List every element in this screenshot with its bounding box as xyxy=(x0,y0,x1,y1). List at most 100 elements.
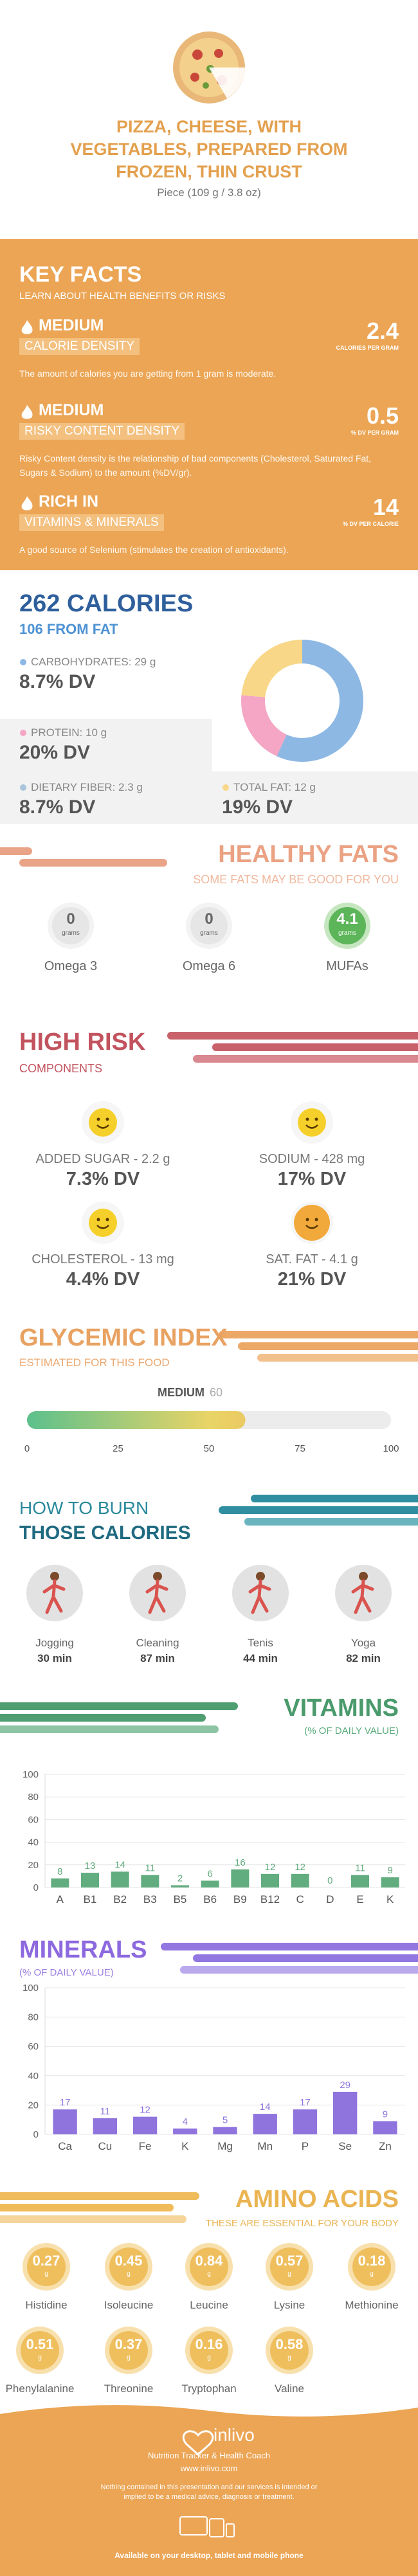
fact-name: VITAMINS & MINERALS xyxy=(19,514,164,531)
mouth xyxy=(96,1225,109,1229)
risk-label: CHOLESTEROL - 13 mg xyxy=(32,1252,174,1266)
amino-circle xyxy=(348,2243,395,2291)
fat-name: Omega 6 xyxy=(182,959,236,973)
x-tick-label: C xyxy=(296,1893,304,1905)
y-tick-label: 80 xyxy=(28,2012,39,2023)
nutrient-label: DIETARY FIBER: 2.3 g xyxy=(31,781,143,793)
stripe xyxy=(219,1331,418,1338)
stripe xyxy=(0,1702,238,1710)
amino-circle xyxy=(266,2327,313,2374)
circle xyxy=(329,907,366,944)
body xyxy=(42,1579,66,1614)
y-tick-label: 40 xyxy=(28,1837,39,1848)
fact-level: MEDIUM xyxy=(39,316,104,334)
y-tick-label: 80 xyxy=(28,1792,39,1803)
nutrient-dv: 8.7% DV xyxy=(19,671,96,692)
glycemic-bar xyxy=(27,1411,246,1429)
stripe xyxy=(0,847,32,855)
circle xyxy=(270,2331,309,2370)
x-tick-label: Se xyxy=(338,2140,352,2152)
risk-dv: 17% DV xyxy=(277,1169,347,1189)
fact-text: The amount of calories you are getting f… xyxy=(19,368,277,379)
bar xyxy=(173,2128,197,2134)
minerals-chart: 0 20 40 60 80 100 Ca 17 Cu 11 Fe 12 K 4 Mg 5 Mn 14 P 17 Se 29… xyxy=(23,1983,405,2152)
face xyxy=(298,1108,326,1137)
y-tick-label: 20 xyxy=(28,2100,39,2111)
bar xyxy=(201,1880,219,1887)
row-bg xyxy=(0,719,212,771)
x-tick-label: K xyxy=(181,2140,189,2152)
risk-label: ADDED SUGAR - 2.2 g xyxy=(35,1152,170,1166)
head xyxy=(50,1572,59,1581)
amino-unit: g xyxy=(44,2271,48,2278)
amino-unit: g xyxy=(127,2354,131,2361)
head xyxy=(256,1572,265,1581)
glycemic-level: MEDIUM xyxy=(158,1386,204,1399)
x-tick-label: B6 xyxy=(203,1893,217,1905)
bar xyxy=(141,1875,159,1887)
fact-unit: CALORIES PER GRAM xyxy=(336,345,399,351)
x-tick-label: 0 xyxy=(24,1443,30,1454)
risk-label: SODIUM - 428 mg xyxy=(259,1152,365,1166)
y-tick-label: 0 xyxy=(33,1882,39,1893)
activity-name: Yoga xyxy=(350,1637,376,1649)
dot xyxy=(20,730,26,736)
fat-unit: grams xyxy=(338,930,356,937)
value-label: 11 xyxy=(100,2106,111,2117)
stripe xyxy=(19,859,167,867)
y-tick-label: 40 xyxy=(28,2071,39,2082)
eye xyxy=(105,1218,109,1221)
bar xyxy=(132,2116,158,2134)
x-tick-label: Mg xyxy=(217,2140,233,2152)
fact-level: RICH IN xyxy=(39,492,99,510)
circle xyxy=(27,2247,66,2286)
y-tick-label: 60 xyxy=(28,1814,39,1825)
amino-unit: g xyxy=(287,2271,291,2278)
x-tick-label: 100 xyxy=(383,1443,399,1454)
vitamins-subtitle: (% OF DAILY VALUE) xyxy=(304,1725,399,1736)
stripe xyxy=(167,1032,418,1040)
high-risk-title: HIGH RISK xyxy=(19,1029,146,1056)
nutrient-label: TOTAL FAT: 12 g xyxy=(233,781,316,793)
amino-unit: g xyxy=(38,2354,42,2361)
x-tick-label: E xyxy=(356,1893,363,1905)
bar xyxy=(51,1878,69,1887)
x-tick-label: Cu xyxy=(98,2140,112,2152)
value-label: 17 xyxy=(300,2097,311,2108)
fact-value: 2.4 xyxy=(366,318,399,344)
stripe xyxy=(193,1055,418,1063)
eye xyxy=(314,1218,318,1221)
value-label: 9 xyxy=(387,1865,392,1876)
healthy-fats-title: HEALTHY FATS xyxy=(218,841,399,868)
legend-dot xyxy=(20,659,26,665)
donut xyxy=(241,640,363,762)
nutrient-dv: 20% DV xyxy=(19,742,91,763)
glycemic-title: GLYCEMIC INDEX xyxy=(19,1324,228,1351)
amino-circle xyxy=(266,2243,313,2291)
stripe xyxy=(0,2215,186,2223)
value-label: 8 xyxy=(57,1866,62,1877)
calories-subtitle: 106 FROM FAT xyxy=(19,621,118,637)
y-tick-label: 60 xyxy=(28,2041,39,2052)
amino-unit: g xyxy=(127,2271,131,2278)
amino-name: Methionine xyxy=(345,2299,399,2311)
value-label: 5 xyxy=(223,2115,228,2126)
bar xyxy=(53,2109,77,2134)
tagline: Nutrition Tracker & Health Coach xyxy=(147,2451,271,2460)
amino-unit: g xyxy=(207,2354,211,2361)
value-label: 0 xyxy=(327,1875,332,1886)
amino-value: 0.51 xyxy=(26,2336,54,2352)
amino-name: Tryptophan xyxy=(181,2382,237,2395)
title: PIZZA, CHEESE, WITH VEGETABLES, PREPARED… xyxy=(70,117,348,181)
amino-circle xyxy=(105,2327,152,2374)
nutrient-label: CARBOHYDRATES: 29 g xyxy=(31,656,156,668)
stripe xyxy=(257,1354,418,1362)
amino-value: 0.84 xyxy=(195,2253,223,2269)
vitamins-title: VITAMINS xyxy=(284,1695,399,1722)
key-facts-subtitle: LEARN ABOUT HEALTH BENEFITS OR RISKS xyxy=(19,291,226,302)
circle xyxy=(52,907,89,944)
minerals-title: MINERALS xyxy=(19,1936,147,1963)
icon xyxy=(21,320,33,334)
x-tick-label: D xyxy=(326,1893,334,1905)
